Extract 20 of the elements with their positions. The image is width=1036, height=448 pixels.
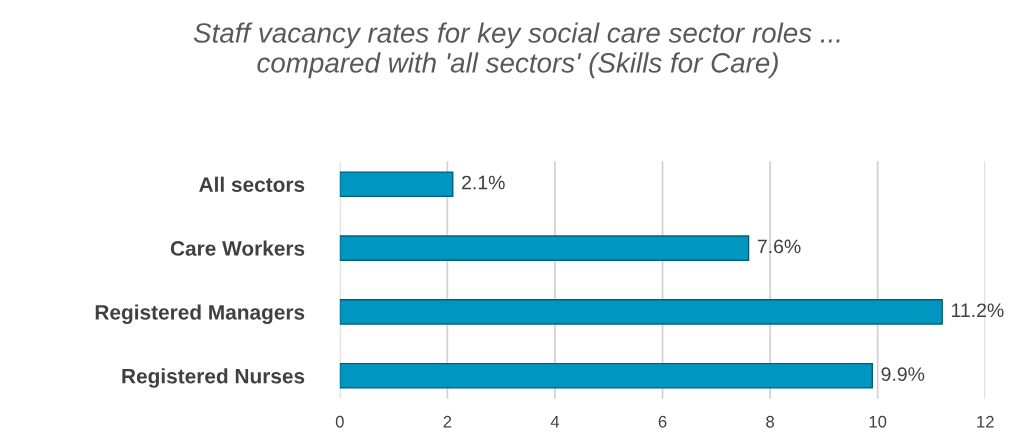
x-tick-label: 8 bbox=[766, 415, 774, 428]
data-label: 11.2% bbox=[952, 303, 1004, 318]
bar bbox=[339, 362, 873, 389]
x-tick-label: 0 bbox=[335, 415, 344, 428]
y-tick-label: All sectors bbox=[199, 176, 305, 192]
bar bbox=[339, 235, 750, 261]
x-tick-label: 4 bbox=[550, 416, 560, 428]
x-tick-label: 10 bbox=[869, 415, 887, 428]
x-tick-label: 2 bbox=[443, 415, 452, 428]
x-tick-label: 6 bbox=[658, 415, 667, 428]
y-tick-label: Registered Managers bbox=[95, 304, 305, 324]
data-label: 7.6% bbox=[757, 239, 801, 254]
bar bbox=[339, 171, 454, 198]
y-tick-label: Registered Nurses bbox=[122, 368, 305, 388]
bar bbox=[339, 299, 943, 325]
x-tick-label: 12 bbox=[977, 415, 994, 428]
data-label: 2.1% bbox=[462, 175, 505, 190]
chart-title: Staff vacancy rates for key social care sector roles ... compared with 'all sectors' (Skills for Care) bbox=[193, 22, 840, 79]
data-label: 9.9% bbox=[881, 367, 925, 382]
y-tick-label: Care Workers bbox=[170, 240, 305, 256]
